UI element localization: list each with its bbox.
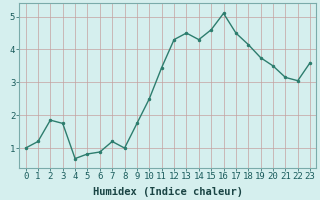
X-axis label: Humidex (Indice chaleur): Humidex (Indice chaleur) [93,186,243,197]
